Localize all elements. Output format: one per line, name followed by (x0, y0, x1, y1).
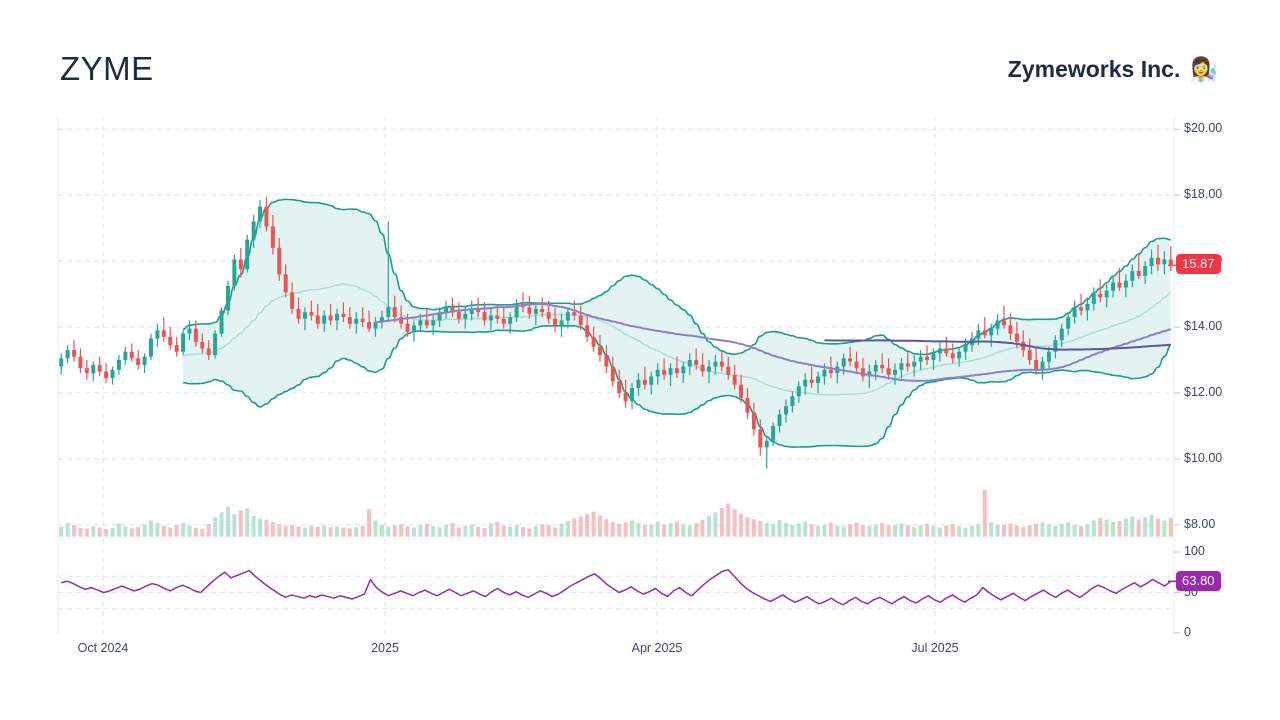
price-axis-tick: $10.00 (1184, 450, 1223, 465)
price-axis-tick: $12.00 (1184, 384, 1223, 399)
price-axis-tick: $8.00 (1184, 516, 1216, 531)
ticker-symbol: ZYME (60, 50, 154, 87)
last-rsi-badge: 63.80 (1176, 571, 1221, 592)
date-axis-tick: Apr 2025 (631, 641, 683, 655)
price-axis-tick: $14.00 (1184, 319, 1223, 333)
rsi-axis-tick: 100 (1184, 544, 1205, 558)
rsi-axis-tick: 0 (1184, 625, 1191, 639)
last-price-badge: 15.87 (1176, 254, 1221, 275)
company-name: Zymeworks Inc. (1007, 56, 1181, 82)
chart-header: ZYME Zymeworks Inc. 👩‍🔬 (0, 52, 1280, 112)
date-axis-tick: Oct 2024 (77, 641, 129, 655)
company-info: Zymeworks Inc. 👩‍🔬 (1008, 58, 1218, 81)
price-axis-tick: $18.00 (1184, 187, 1223, 202)
price-axis-tick: $20.00 (1184, 121, 1223, 136)
date-axis-tick: 2025 (371, 641, 399, 655)
date-axis-tick: Jul 2025 (911, 641, 959, 655)
woman-scientist-emoji: 👩‍🔬 (1189, 56, 1218, 82)
